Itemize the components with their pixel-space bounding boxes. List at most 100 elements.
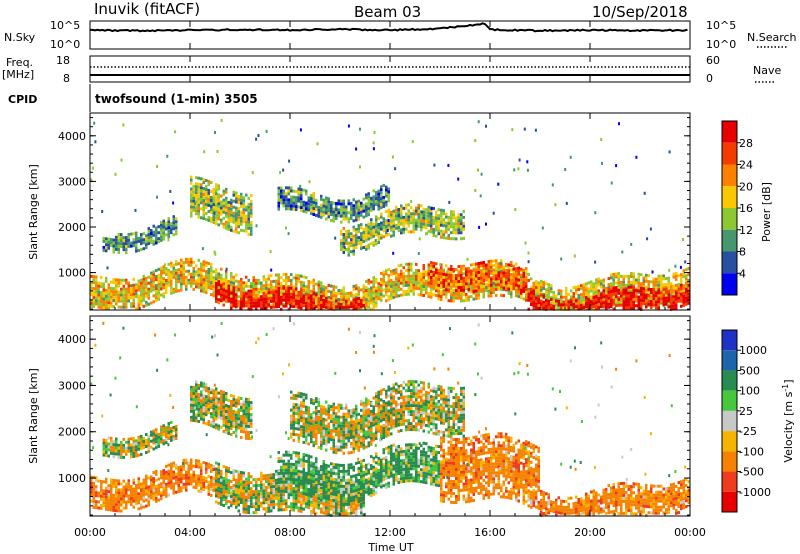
heatmap-cell	[677, 296, 680, 300]
heatmap-cell	[120, 290, 123, 294]
heatmap-cell	[417, 287, 420, 291]
heatmap-cell	[342, 217, 345, 221]
heatmap-cell	[100, 303, 103, 307]
heatmap-cell	[575, 303, 578, 307]
heatmap-cell	[130, 290, 133, 294]
heatmap-cell	[667, 305, 670, 309]
heatmap-cell	[515, 289, 518, 293]
heatmap-cell	[270, 274, 273, 278]
heatmap-cell	[147, 494, 150, 498]
heatmap-cell	[617, 297, 620, 301]
heatmap-cell	[147, 281, 150, 285]
heatmap-cell	[355, 203, 358, 207]
heatmap-cell	[357, 236, 360, 240]
heatmap-cell	[345, 241, 348, 245]
heatmap-cell	[310, 194, 313, 198]
heatmap-cell	[572, 302, 575, 306]
heatmap-cell	[417, 281, 420, 285]
heatmap-cell	[117, 503, 120, 507]
heatmap-cell	[582, 298, 585, 302]
heatmap-cell	[165, 464, 168, 468]
heatmap-cell	[110, 484, 113, 488]
heatmap-cell	[130, 500, 133, 503]
heatmap-cell	[170, 279, 173, 283]
heatmap-cell	[432, 273, 435, 277]
heatmap-cell	[427, 272, 430, 276]
heatmap-cell	[207, 262, 210, 265]
heatmap-cell	[280, 493, 283, 497]
heatmap-cell	[602, 278, 605, 282]
heatmap-cell	[295, 299, 298, 303]
heatmap-cell	[300, 300, 303, 304]
heatmap-cell	[487, 281, 490, 285]
heatmap-cell	[160, 278, 163, 282]
heatmap-cell	[137, 480, 140, 484]
heatmap-cell	[240, 306, 243, 310]
heatmap-cell	[305, 192, 308, 196]
heatmap-cell	[225, 190, 228, 194]
heatmap-cell	[345, 298, 348, 302]
heatmap-cell	[442, 218, 445, 222]
heatmap-cell	[102, 297, 105, 301]
heatmap-cell	[622, 306, 625, 310]
heatmap-cell	[405, 218, 408, 222]
heatmap-cell	[490, 267, 493, 271]
heatmap-cell	[242, 498, 245, 502]
heatmap-cell	[280, 285, 283, 289]
heatmap-cell	[220, 279, 223, 283]
heatmap-cell	[165, 491, 168, 495]
heatmap-cell	[160, 491, 163, 495]
freq-label-line1: Freq.	[6, 56, 33, 69]
heatmap-cell	[222, 204, 225, 208]
heatmap-cell	[297, 205, 300, 209]
heatmap-cell	[107, 289, 110, 293]
heatmap-cell	[117, 509, 120, 513]
heatmap-cell	[112, 241, 115, 245]
heatmap-cell	[277, 299, 280, 302]
heatmap-cell	[380, 236, 383, 240]
heatmap-cell	[147, 500, 150, 504]
heatmap-cell	[602, 304, 605, 308]
heatmap-cell	[182, 264, 185, 268]
heatmap-cell	[265, 286, 268, 290]
heatmap-cell	[272, 473, 275, 477]
heatmap-cell	[147, 290, 150, 294]
heatmap-cell	[367, 278, 370, 282]
heatmap-cell	[412, 227, 415, 231]
heatmap-cell	[255, 295, 258, 299]
heatmap-cell	[667, 296, 670, 300]
heatmap-cell	[435, 293, 438, 297]
heatmap-cell	[250, 199, 253, 203]
heatmap-cell	[127, 500, 130, 504]
heatmap-cell	[212, 270, 215, 274]
heatmap-cell	[627, 274, 630, 278]
heatmap-cell	[457, 222, 460, 226]
heatmap-cell	[332, 219, 335, 223]
heatmap-cell	[207, 492, 210, 496]
heatmap-cell	[200, 183, 203, 187]
heatmap-cell	[355, 284, 358, 288]
heatmap-cell	[525, 285, 528, 289]
heatmap-cell	[122, 491, 125, 495]
heatmap-cell	[350, 241, 353, 245]
heatmap-cell	[307, 279, 310, 283]
heatmap-cell	[475, 262, 478, 266]
heatmap-cell	[235, 209, 238, 213]
heatmap-cell	[347, 202, 350, 206]
heatmap-cell	[232, 478, 235, 481]
heatmap-cell	[600, 138, 603, 141]
heatmap-cell	[152, 230, 155, 234]
heatmap-cell	[537, 290, 540, 294]
heatmap-cell	[410, 200, 413, 203]
heatmap-cell	[332, 207, 335, 211]
heatmap-cell	[470, 275, 473, 279]
heatmap-cell	[320, 293, 323, 297]
heatmap-cell	[177, 271, 180, 275]
heatmap-cell	[526, 160, 529, 164]
heatmap-cell	[275, 296, 278, 300]
heatmap-cell	[260, 483, 263, 487]
heatmap-cell	[217, 301, 220, 305]
heatmap-cell	[685, 290, 688, 294]
heatmap-cell	[470, 278, 473, 282]
heatmap-cell	[150, 484, 153, 488]
